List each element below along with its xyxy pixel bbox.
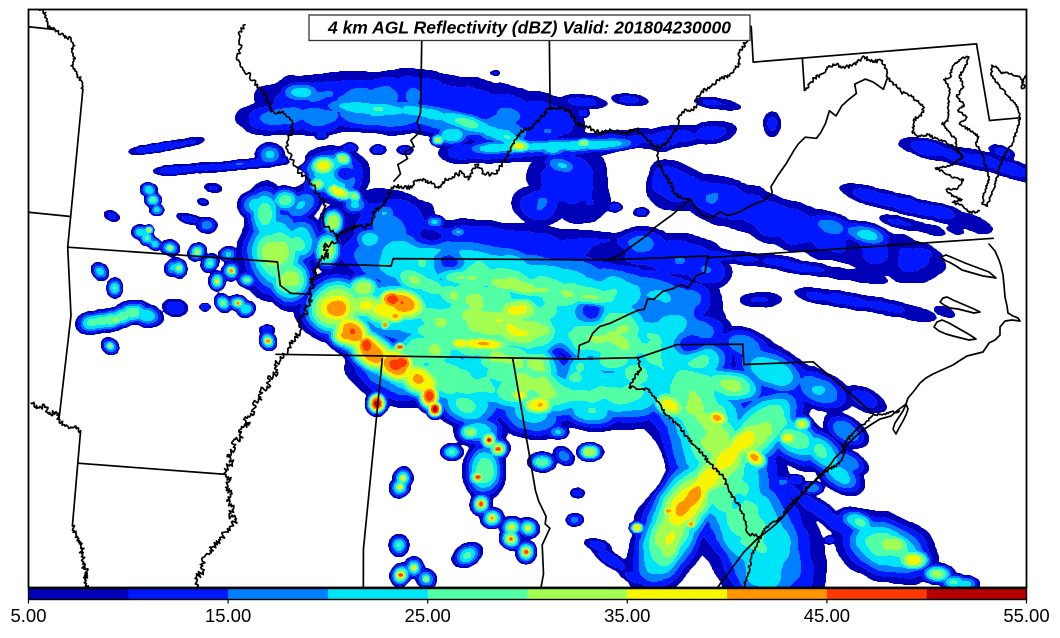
svg-text:45.00: 45.00 <box>804 605 850 626</box>
svg-text:4 km AGL Reflectivity (dBZ) Va: 4 km AGL Reflectivity (dBZ) Valid: 20180… <box>327 18 731 38</box>
svg-text:15.00: 15.00 <box>205 605 251 626</box>
svg-text:25.00: 25.00 <box>405 605 451 626</box>
svg-text:55.00: 55.00 <box>1003 605 1049 626</box>
svg-text:5.00: 5.00 <box>10 605 46 626</box>
svg-text:35.00: 35.00 <box>604 605 650 626</box>
